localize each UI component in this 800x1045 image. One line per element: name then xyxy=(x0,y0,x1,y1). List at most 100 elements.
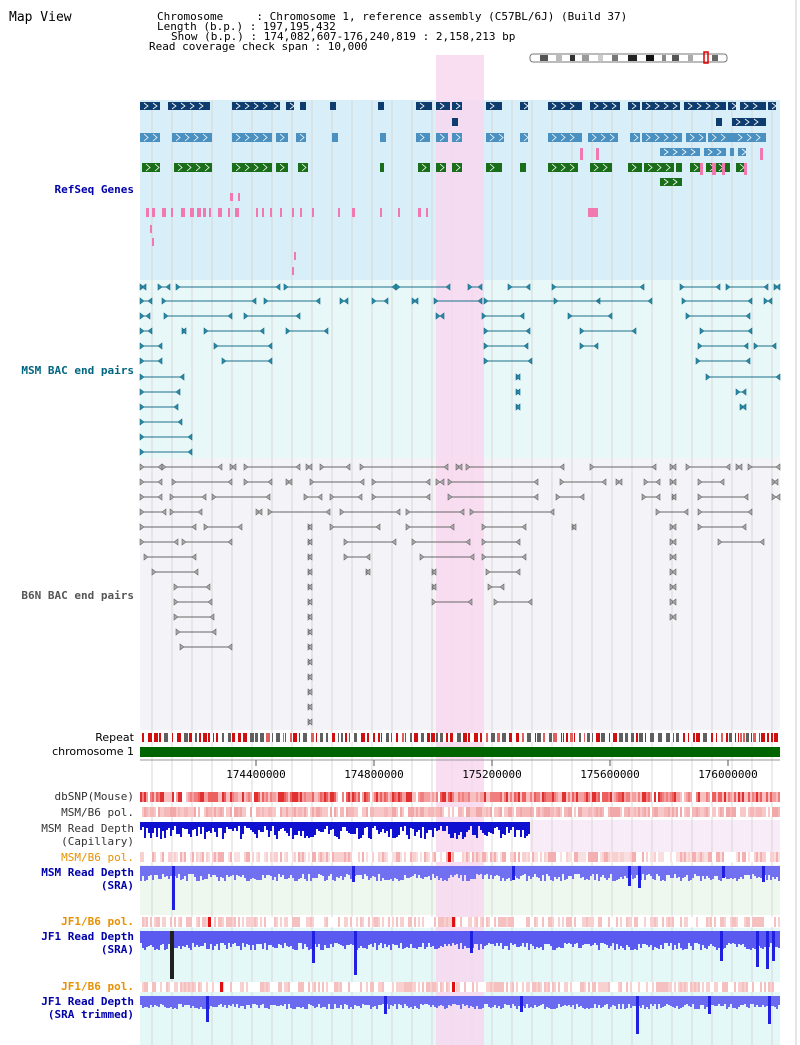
depth-bar xyxy=(222,931,224,943)
heat-cell xyxy=(424,982,426,992)
depth-bar xyxy=(258,822,260,830)
heat-cell xyxy=(508,792,510,802)
track-label-msm-depth-cap[interactable]: MSM Read Depth (Capillary) xyxy=(41,822,134,848)
depth-bar xyxy=(448,822,450,834)
depth-bar xyxy=(596,866,598,874)
heat-cell xyxy=(376,852,378,862)
track-label-jf1-pol-2[interactable]: JF1/B6 pol. xyxy=(61,980,134,993)
depth-bar xyxy=(660,996,662,1008)
bac-end-marker xyxy=(191,523,197,531)
heat-cell xyxy=(504,982,506,992)
depth-bar xyxy=(674,866,676,874)
depth-bar xyxy=(224,822,226,833)
heat-cell xyxy=(176,807,178,817)
heat-cell xyxy=(644,852,646,862)
heat-cell xyxy=(506,917,508,927)
heat-cell xyxy=(596,982,598,992)
heat-cell xyxy=(768,982,770,992)
track-label-msm-pol-sra[interactable]: MSM/B6 pol. xyxy=(61,851,134,864)
heat-cell xyxy=(674,807,676,817)
repeat-element xyxy=(738,733,739,742)
heat-cell xyxy=(776,807,778,817)
heat-cell xyxy=(300,807,302,817)
bac-end-marker xyxy=(227,312,233,320)
depth-bar xyxy=(270,931,272,945)
depth-bar xyxy=(634,996,636,1006)
depth-bar xyxy=(160,931,162,945)
heat-cell xyxy=(342,982,344,992)
heat-cell xyxy=(194,792,196,802)
heat-cell xyxy=(462,792,464,802)
heat-cell xyxy=(708,852,710,862)
heat-cell xyxy=(600,792,602,802)
track-label-msm-bac[interactable]: MSM BAC end pairs xyxy=(21,364,134,377)
track-label-jf1-depth-trim[interactable]: JF1 Read Depth (SRA trimmed) xyxy=(41,995,134,1021)
depth-bar xyxy=(574,866,576,874)
bac-end-marker xyxy=(307,658,313,666)
heat-cell xyxy=(542,792,544,802)
track-label-msm-pol-cap[interactable]: MSM/B6 pol. xyxy=(61,806,134,819)
bac-end-marker xyxy=(515,403,521,411)
depth-bar xyxy=(156,931,158,949)
heat-cell xyxy=(696,792,698,802)
heat-cell xyxy=(174,807,176,817)
heat-cell xyxy=(322,982,324,992)
bac-end-marker xyxy=(425,493,431,501)
track-label-refseq[interactable]: RefSeq Genes xyxy=(54,183,134,196)
depth-bar xyxy=(410,866,412,877)
strong-pol-mark xyxy=(208,917,211,927)
heat-cell xyxy=(692,807,694,817)
depth-bar xyxy=(684,866,686,877)
heat-cell xyxy=(440,807,442,817)
bac-end-marker xyxy=(191,553,197,561)
heat-cell xyxy=(690,792,692,802)
bac-end-marker xyxy=(139,312,145,320)
heat-cell xyxy=(278,982,280,992)
heat-cell xyxy=(492,917,494,927)
heat-cell xyxy=(560,982,562,992)
heat-cell xyxy=(196,852,198,862)
heat-cell xyxy=(378,917,380,927)
heat-cell xyxy=(180,982,182,992)
bac-end-marker xyxy=(161,508,167,516)
depth-bar xyxy=(338,866,340,878)
depth-bar xyxy=(292,996,294,1009)
depth-bar xyxy=(330,931,332,944)
heat-cell xyxy=(408,982,410,992)
heat-cell xyxy=(164,852,166,862)
heat-cell xyxy=(470,982,472,992)
depth-bar xyxy=(656,866,658,874)
depth-bar xyxy=(276,931,278,948)
depth-bar xyxy=(460,866,462,875)
bac-end-marker xyxy=(551,283,557,291)
track-label-b6n-bac[interactable]: B6N BAC end pairs xyxy=(21,589,134,602)
repeat-element xyxy=(216,733,218,742)
heat-cell xyxy=(292,982,294,992)
heat-cell xyxy=(566,807,568,817)
heat-cell xyxy=(672,792,674,802)
heat-cell xyxy=(568,917,570,927)
track-label-jf1-depth-sra[interactable]: JF1 Read Depth (SRA) xyxy=(41,930,134,956)
heat-cell xyxy=(446,792,448,802)
depth-bar xyxy=(424,822,426,839)
heat-cell xyxy=(734,917,736,927)
heat-cell xyxy=(572,792,574,802)
track-label-jf1-pol[interactable]: JF1/B6 pol. xyxy=(61,915,134,928)
depth-bar xyxy=(354,822,356,834)
depth-bar xyxy=(632,866,634,879)
depth-bar xyxy=(364,822,366,828)
depth-bar xyxy=(516,996,518,1009)
track-label-repeat[interactable]: Repeat xyxy=(95,731,134,744)
track-label-msm-depth-sra[interactable]: MSM Read Depth (SRA) xyxy=(41,866,134,892)
heat-cell xyxy=(380,852,382,862)
depth-bar xyxy=(570,866,572,876)
depth-bar xyxy=(282,931,284,948)
track-label-chromosome[interactable]: chromosome 1 xyxy=(52,745,134,758)
gene-strand-arrow xyxy=(204,163,210,172)
depth-bar xyxy=(312,866,314,878)
heat-cell xyxy=(446,807,448,817)
depth-bar xyxy=(186,931,188,945)
track-label-dbsnp[interactable]: dbSNP(Mouse) xyxy=(54,790,134,803)
depth-bar xyxy=(318,866,320,874)
gene-dark xyxy=(642,102,680,110)
